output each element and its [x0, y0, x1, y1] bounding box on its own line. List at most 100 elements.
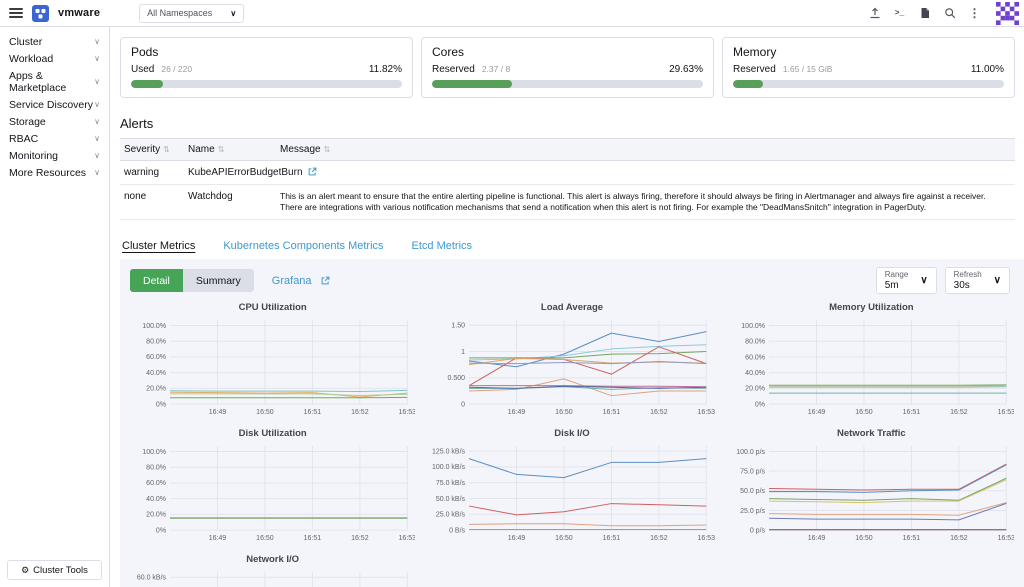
svg-text:16:49: 16:49 [508, 409, 526, 416]
gauge-title: Cores [432, 45, 703, 59]
table-row: noneWatchdogThis is an alert meant to en… [120, 185, 1015, 220]
import-yaml-upload-icon[interactable] [868, 7, 881, 20]
search-icon[interactable] [943, 7, 956, 20]
cluster-tools-button[interactable]: ⚙ Cluster Tools [7, 560, 102, 580]
user-avatar[interactable] [996, 2, 1019, 25]
svg-text:0%: 0% [156, 528, 166, 535]
sidebar-item-rbac[interactable]: RBAC∨ [0, 130, 109, 147]
chart-title: Network I/O [130, 554, 415, 565]
gauge-card-memory: MemoryReserved1.65 / 15 GiB11.00% [722, 37, 1015, 98]
alert-message [276, 161, 1015, 185]
grafana-link-label: Grafana [272, 275, 312, 287]
svg-text:25.0 p/s: 25.0 p/s [740, 508, 765, 515]
alerts-table: Severity⇅Name⇅Message⇅ warningKubeAPIErr… [120, 138, 1015, 220]
main-content: PodsUsed26 / 22011.82% Cores Reserved 2.37 … [110, 27, 1024, 587]
svg-text:100.0%: 100.0% [142, 323, 166, 330]
gauge-fraction: 2.37 / 8 [482, 64, 510, 74]
hamburger-menu-icon[interactable] [9, 8, 23, 18]
svg-text:75.0 p/s: 75.0 p/s [740, 469, 765, 476]
svg-text:16:51: 16:51 [902, 535, 920, 542]
view-toggle-group: Detail Summary [130, 269, 254, 292]
svg-text:60.0 kB/s: 60.0 kB/s [137, 575, 167, 582]
svg-text:16:52: 16:52 [950, 535, 968, 542]
rancher-cluster-logo[interactable] [32, 5, 49, 22]
chart-title: CPU Utilization [130, 302, 415, 313]
alerts-column-message[interactable]: Message⇅ [276, 139, 1015, 161]
svg-text:1: 1 [461, 349, 465, 356]
sidebar: Cluster∨Workload∨Apps & Marketplace∨Serv… [0, 27, 110, 587]
refresh-select[interactable]: Refresh 30s ∨ [945, 267, 1010, 294]
namespace-filter-select[interactable]: All Namespaces ∨ [139, 4, 244, 23]
sort-icon[interactable]: ⇅ [163, 145, 170, 154]
svg-text:16:51: 16:51 [304, 535, 322, 542]
gauge-card-pods: PodsUsed26 / 22011.82% [120, 37, 413, 98]
detail-button[interactable]: Detail [130, 269, 183, 292]
kebab-menu-icon[interactable]: ⋮ [968, 7, 981, 20]
gauge-percent: 11.00% [971, 64, 1004, 75]
chevron-down-icon: ∨ [94, 55, 100, 63]
namespace-filter-value: All Namespaces [147, 8, 212, 18]
sidebar-item-workload[interactable]: Workload∨ [0, 50, 109, 67]
chevron-down-icon: ∨ [94, 101, 100, 109]
svg-text:100.0 p/s: 100.0 p/s [736, 449, 765, 456]
metrics-section: Cluster Metrics Kubernetes Components Met… [120, 240, 1015, 587]
svg-text:50.0 p/s: 50.0 p/s [740, 488, 765, 495]
alerts-column-severity[interactable]: Severity⇅ [120, 139, 184, 161]
range-select[interactable]: Range 5m ∨ [876, 267, 937, 294]
gauge-metric-label: Reserved [432, 64, 475, 75]
svg-text:0 B/s: 0 B/s [449, 528, 465, 535]
svg-text:16:49: 16:49 [807, 409, 825, 416]
svg-text:0%: 0% [156, 401, 166, 408]
sidebar-item-cluster[interactable]: Cluster∨ [0, 33, 109, 50]
sidebar-item-apps-marketplace[interactable]: Apps & Marketplace∨ [0, 67, 109, 96]
sidebar-item-storage[interactable]: Storage∨ [0, 113, 109, 130]
sidebar-item-label: Storage [9, 116, 46, 128]
chevron-down-icon: ∨ [94, 78, 100, 86]
chevron-down-icon: ∨ [94, 169, 100, 177]
chart-title: Network Traffic [729, 428, 1014, 439]
kubectl-shell-icon[interactable]: >_ [893, 7, 906, 20]
sidebar-item-label: More Resources [9, 167, 86, 179]
sidebar-item-service-discovery[interactable]: Service Discovery∨ [0, 96, 109, 113]
tab-kubernetes-components-metrics[interactable]: Kubernetes Components Metrics [223, 240, 383, 259]
svg-text:16:53: 16:53 [997, 535, 1014, 542]
tab-etcd-metrics[interactable]: Etcd Metrics [412, 240, 473, 259]
alert-severity: none [120, 185, 184, 220]
chevron-down-icon: ∨ [230, 9, 236, 18]
resource-gauges: PodsUsed26 / 22011.82% Cores Reserved 2.37 … [120, 37, 1015, 98]
grafana-link[interactable]: Grafana [272, 275, 330, 287]
svg-text:16:53: 16:53 [698, 409, 715, 416]
svg-text:100.0%: 100.0% [741, 323, 765, 330]
svg-text:16:52: 16:52 [351, 535, 369, 542]
svg-text:16:53: 16:53 [997, 409, 1014, 416]
chart-canvas: 0 B/s25.0 kB/s50.0 kB/s75.0 kB/s100.0 kB… [429, 440, 714, 544]
gauge-progress-track [131, 80, 402, 88]
svg-text:20.0%: 20.0% [146, 512, 166, 519]
chart-memory-utilization: Memory Utilization0%20.0%40.0%60.0%80.0%… [729, 300, 1014, 418]
svg-text:16:51: 16:51 [603, 409, 621, 416]
gauge-card-cores: CoresReserved2.37 / 829.63% [421, 37, 714, 98]
column-label: Message [280, 144, 321, 155]
column-label: Name [188, 144, 215, 155]
svg-text:0 p/s: 0 p/s [750, 528, 766, 535]
svg-text:0.500: 0.500 [448, 375, 466, 382]
alerts-column-name[interactable]: Name⇅ [184, 139, 276, 161]
tab-cluster-metrics[interactable]: Cluster Metrics [122, 240, 195, 259]
summary-button[interactable]: Summary [183, 269, 254, 292]
chart-title: Disk Utilization [130, 428, 415, 439]
gauge-metric-label: Used [131, 64, 154, 75]
kubeconfig-file-icon[interactable] [918, 7, 931, 20]
sidebar-item-more-resources[interactable]: More Resources ∨ [0, 164, 109, 181]
chart-canvas: 0%20.0%40.0%60.0%80.0%100.0%16:4916:5016… [729, 314, 1014, 418]
svg-text:16:52: 16:52 [650, 409, 668, 416]
svg-text:80.0%: 80.0% [146, 465, 166, 472]
svg-text:16:50: 16:50 [256, 409, 274, 416]
chart-title: Load Average [429, 302, 714, 313]
metrics-tabs: Cluster Metrics Kubernetes Components Met… [120, 240, 1015, 259]
chart-network-traffic: Network Traffic 0 p/s 25.0 p/s 50.0 p/s 75.0… [729, 426, 1014, 544]
svg-text:60.0%: 60.0% [745, 354, 765, 361]
svg-text:40.0%: 40.0% [146, 370, 166, 377]
sort-icon[interactable]: ⇅ [218, 145, 225, 154]
sidebar-item-monitoring[interactable]: Monitoring∨ [0, 147, 109, 164]
sort-icon[interactable]: ⇅ [324, 145, 331, 154]
